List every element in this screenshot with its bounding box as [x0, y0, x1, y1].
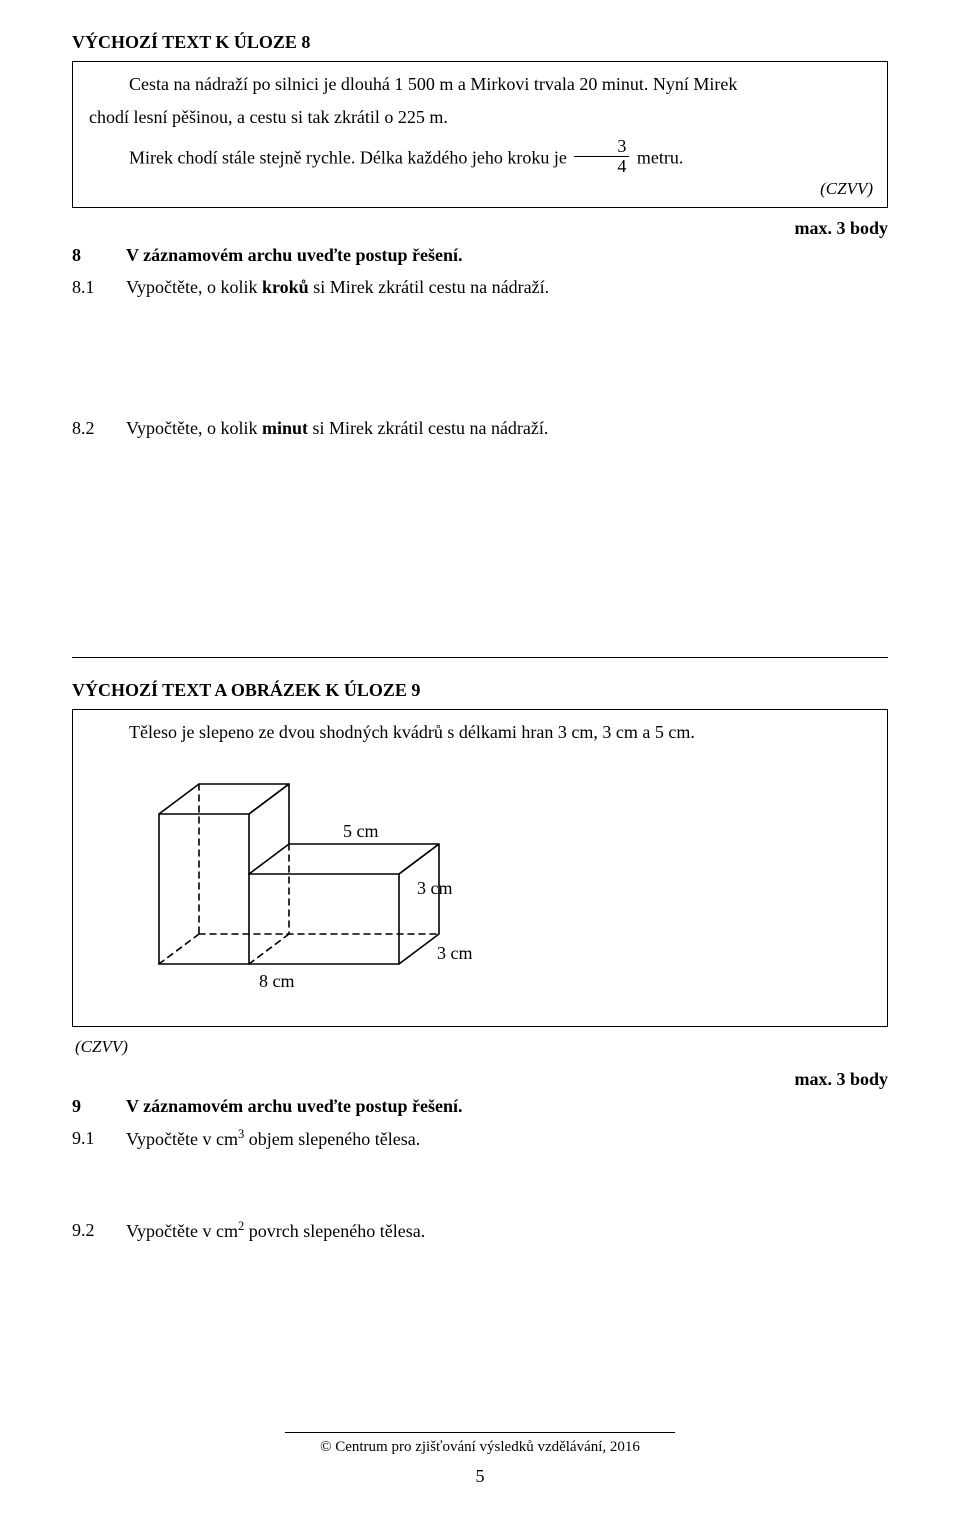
- q92-a: Vypočtěte v cm: [126, 1221, 238, 1241]
- task8-p1a: Cesta na nádraží po silnici je dlouhá 1 …: [129, 74, 737, 94]
- label-bottom-8cm: 8 cm: [259, 971, 295, 991]
- task8-p1b: chodí lesní pěšinou, a cestu si tak zkrá…: [89, 107, 448, 127]
- q81-a: Vypočtěte, o kolik: [126, 277, 262, 297]
- q91-text: Vypočtěte v cm3 objem slepeného tělesa.: [126, 1126, 888, 1152]
- spacer: [72, 306, 888, 416]
- q82-row: 8.2 Vypočtěte, o kolik minut si Mirek zk…: [72, 416, 888, 441]
- q8-row: 8 V záznamovém archu uveďte postup řešen…: [72, 243, 888, 268]
- task9-maxbody: max. 3 body: [72, 1067, 888, 1092]
- q82-b: minut: [262, 418, 308, 438]
- spacer: [72, 447, 888, 657]
- task9-box: Těleso je slepeno ze dvou shodných kvádr…: [72, 709, 888, 1027]
- footer-rule: [285, 1432, 675, 1433]
- q82-num: 8.2: [72, 416, 126, 441]
- q91-a: Vypočtěte v cm: [126, 1129, 238, 1149]
- right-side-face: [399, 844, 439, 964]
- q92-text: Vypočtěte v cm2 povrch slepeného tělesa.: [126, 1218, 888, 1244]
- task9-p1: Těleso je slepeno ze dvou shodných kvádr…: [89, 720, 871, 745]
- q9-num: 9: [72, 1094, 126, 1119]
- q81-row: 8.1 Vypočtěte, o kolik kroků si Mirek zk…: [72, 275, 888, 300]
- right-top-face: [249, 844, 439, 874]
- separator-line: [72, 657, 888, 658]
- hidden-mid-bottom-depth: [249, 934, 289, 964]
- q81-num: 8.1: [72, 275, 126, 300]
- q91-row: 9.1 Vypočtěte v cm3 objem slepeného těle…: [72, 1126, 888, 1152]
- task8-maxbody: max. 3 body: [72, 216, 888, 241]
- task8-box: Cesta na nádraží po silnici je dlouhá 1 …: [72, 61, 888, 208]
- q82-a: Vypočtěte, o kolik: [126, 418, 262, 438]
- task8-p1: Cesta na nádraží po silnici je dlouhá 1 …: [89, 72, 871, 97]
- cuboid-svg: 5 cm 5 cm 3 cm 3 cm 8 cm: [129, 759, 589, 999]
- left-right-upper: [249, 784, 289, 844]
- footer: © Centrum pro zjišťování výsledků vzdělá…: [0, 1432, 960, 1489]
- label-depth-3cm: 3 cm: [437, 943, 473, 963]
- q92-row: 9.2 Vypočtěte v cm2 povrch slepeného těl…: [72, 1218, 888, 1244]
- q9-row: 9 V záznamovém archu uveďte postup řešen…: [72, 1094, 888, 1119]
- fraction: 34: [574, 137, 629, 178]
- q92-b: povrch slepeného tělesa.: [244, 1221, 425, 1241]
- q82-c: si Mirek zkrátil cestu na nádraží.: [308, 418, 548, 438]
- q9-text: V záznamovém archu uveďte postup řešení.: [126, 1094, 888, 1119]
- right-front-face: [249, 874, 399, 964]
- q91-num: 9.1: [72, 1126, 126, 1152]
- label-right-3cm: 3 cm: [417, 878, 453, 898]
- czv-label: (CZVV): [820, 177, 873, 201]
- q91-b: objem slepeného tělesa.: [244, 1129, 420, 1149]
- task9-czv: (CZVV): [75, 1035, 888, 1059]
- cuboid-figure: 5 cm 5 cm 3 cm 3 cm 8 cm: [129, 759, 871, 1006]
- hidden-left-bottom-depth: [159, 934, 199, 964]
- frac-den: 4: [574, 157, 629, 177]
- task8-p1b-line: chodí lesní pěšinou, a cestu si tak zkrá…: [89, 105, 871, 130]
- q8-num: 8: [72, 243, 126, 268]
- left-front-face: [159, 814, 249, 964]
- q81-text: Vypočtěte, o kolik kroků si Mirek zkráti…: [126, 275, 888, 300]
- q8-text: V záznamovém archu uveďte postup řešení.: [126, 243, 888, 268]
- footer-copyright: © Centrum pro zjišťování výsledků vzdělá…: [0, 1437, 960, 1458]
- task8-p2a: Mirek chodí stále stejně rychle. Délka k…: [129, 147, 571, 167]
- task8-p2b: metru.: [632, 147, 683, 167]
- task9-heading: VÝCHOZÍ TEXT A OBRÁZEK K ÚLOZE 9: [72, 678, 888, 703]
- task8-p2: Mirek chodí stále stejně rychle. Délka k…: [89, 139, 871, 180]
- frac-num: 3: [574, 137, 629, 158]
- spacer: [72, 1158, 888, 1218]
- q81-b: kroků: [262, 277, 309, 297]
- q92-num: 9.2: [72, 1218, 126, 1244]
- task8-heading: VÝCHOZÍ TEXT K ÚLOZE 8: [72, 30, 888, 55]
- q82-text: Vypočtěte, o kolik minut si Mirek zkráti…: [126, 416, 888, 441]
- page-number: 5: [0, 1464, 960, 1489]
- q81-c: si Mirek zkrátil cestu na nádraží.: [309, 277, 549, 297]
- label-top-5cm: 5 cm: [343, 821, 379, 841]
